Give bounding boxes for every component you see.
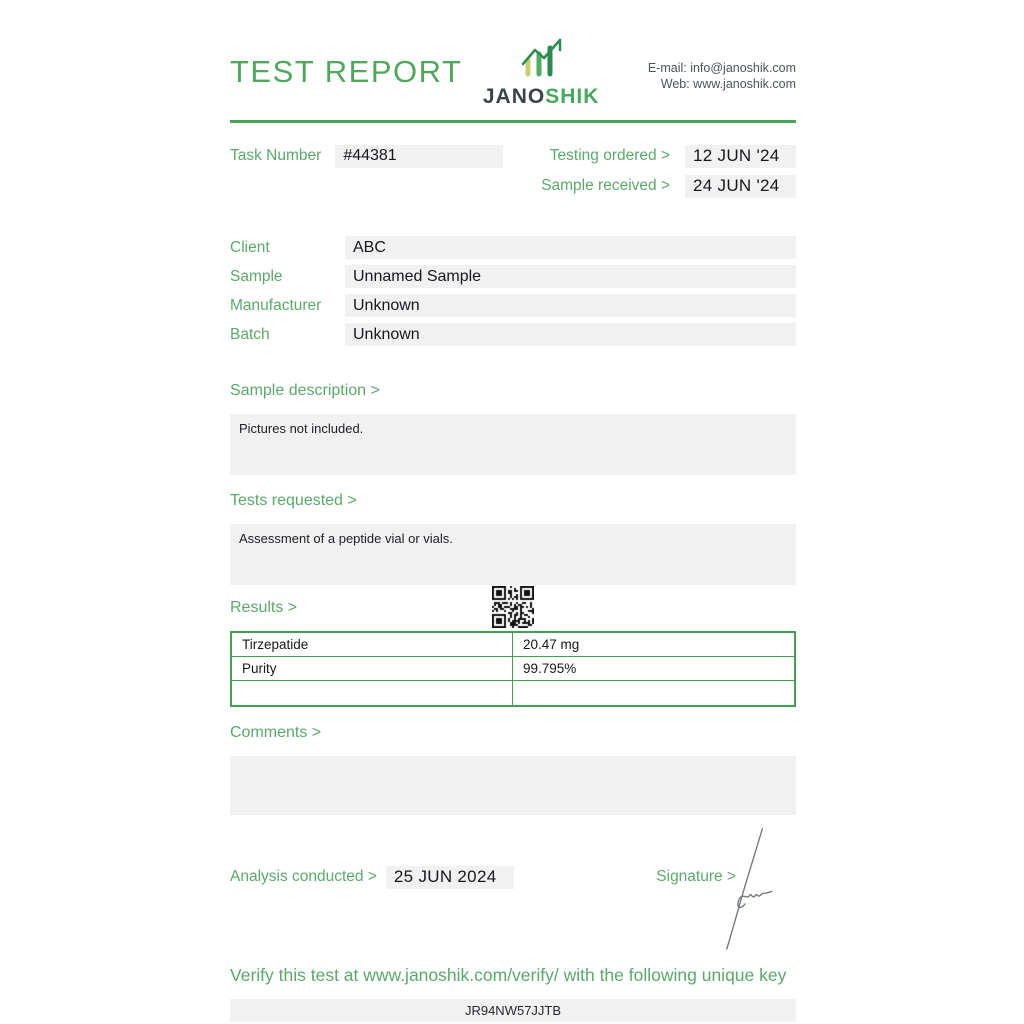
sample-received-label: Sample received > <box>541 177 670 194</box>
batch-value: Unknown <box>345 323 796 346</box>
batch-label: Batch <box>230 325 270 343</box>
test-report-page: TEST REPORT JANOSHIK E-mail: info@janosh… <box>230 0 796 1022</box>
analysis-conducted-value: 25 JUN 2024 <box>385 865 514 889</box>
results-table: Tirzepatide 20.47 mg Purity 99.795% <box>230 631 796 707</box>
batch-row: Batch Unknown <box>230 323 796 346</box>
analysis-signature-row: Analysis conducted > 25 JUN 2024 Signatu… <box>230 828 796 950</box>
comments-box <box>230 756 796 815</box>
janoshik-logo: JANOSHIK <box>483 38 600 109</box>
contact-info: E-mail: info@janoshik.com Web: www.janos… <box>648 60 796 93</box>
result-name: Tirzepatide <box>232 633 513 656</box>
table-row: Purity 99.795% <box>232 657 794 681</box>
testing-ordered-value: 12 JUN '24 <box>685 144 796 168</box>
results-header: Results > <box>230 585 796 631</box>
growth-chart-icon <box>515 38 567 83</box>
header-divider <box>230 120 796 123</box>
manufacturer-value: Unknown <box>345 294 796 317</box>
table-row <box>232 681 794 705</box>
client-row: Client ABC <box>230 236 796 259</box>
task-number-label: Task Number <box>230 147 322 164</box>
task-row: Task Number #44381 Testing ordered > 12 … <box>230 144 796 198</box>
verify-instruction: Verify this test at www.janoshik.com/ver… <box>230 965 787 985</box>
info-fields: Client ABC Sample Unnamed Sample Manufac… <box>230 236 796 346</box>
web-line: Web: www.janoshik.com <box>660 77 796 92</box>
result-value: 99.795% <box>523 661 577 676</box>
signature-scribble <box>726 828 773 950</box>
report-header: TEST REPORT JANOSHIK E-mail: info@janosh… <box>230 0 796 109</box>
task-number-value: #44381 <box>335 144 504 168</box>
table-row: Tirzepatide 20.47 mg <box>232 633 794 657</box>
result-name: Purity <box>232 657 513 680</box>
tests-requested-label: Tests requested > <box>230 492 357 509</box>
sample-received-value: 24 JUN '24 <box>685 174 796 198</box>
sample-description-section: Sample description > Pictures not includ… <box>230 382 796 475</box>
comments-label: Comments > <box>230 724 322 741</box>
results-label: Results > <box>230 599 298 616</box>
signature-label: Signature > <box>656 868 736 885</box>
tests-requested-box: Assessment of a peptide vial or vials. <box>230 524 796 585</box>
sample-row: Sample Unnamed Sample <box>230 265 796 288</box>
analysis-conducted-label: Analysis conducted > <box>230 868 377 885</box>
sample-description-label: Sample description > <box>230 382 380 399</box>
sample-value: Unnamed Sample <box>345 265 796 288</box>
qr-code <box>492 586 534 628</box>
testing-ordered-label: Testing ordered > <box>549 147 670 164</box>
tests-requested-section: Tests requested > Assessment of a peptid… <box>230 492 796 585</box>
result-value <box>513 681 794 705</box>
client-label: Client <box>230 238 270 256</box>
sample-description-box: Pictures not included. <box>230 414 796 475</box>
verify-key: JR94NW57JJTB <box>230 999 796 1022</box>
sample-label: Sample <box>230 267 283 285</box>
manufacturer-label: Manufacturer <box>230 296 322 314</box>
result-value: 20.47 mg <box>523 637 580 652</box>
logo-wordmark: JANOSHIK <box>482 85 600 108</box>
client-value: ABC <box>345 236 796 259</box>
manufacturer-row: Manufacturer Unknown <box>230 294 796 317</box>
page-title: TEST REPORT <box>230 54 463 89</box>
email-line: E-mail: info@janoshik.com <box>647 61 796 75</box>
result-name <box>232 681 513 705</box>
comments-section: Comments > <box>230 724 796 815</box>
